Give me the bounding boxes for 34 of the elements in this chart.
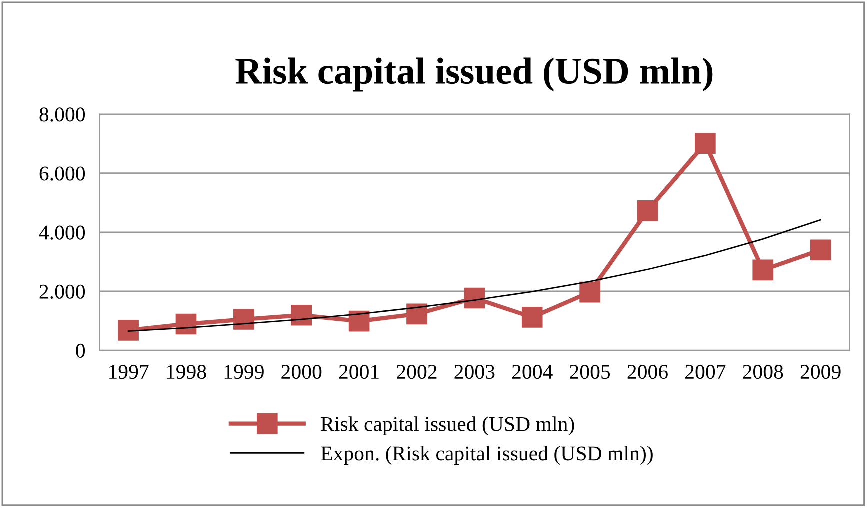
y-tick-label: 4.000 [39, 226, 86, 240]
y-tick-label: 6.000 [40, 166, 86, 181]
x-tick-label: 2000 [282, 365, 322, 380]
x-tick-label: 2001 [339, 365, 379, 380]
point [464, 288, 486, 309]
x-tick-label: 2008 [743, 365, 784, 380]
x-tick-label: 1998 [167, 365, 206, 380]
x-tick-label: 2007 [686, 365, 726, 380]
y-tick-label: 0 [76, 344, 86, 358]
x-tick-label: 2004 [512, 365, 553, 380]
point [580, 282, 600, 303]
x-tick-label: 2002 [397, 365, 437, 380]
y-tick-label: 2.000 [40, 284, 86, 299]
point [406, 304, 428, 325]
point [291, 304, 312, 326]
legend-label: Risk capital issued (USD mln) [321, 416, 574, 436]
x-tick-label: 1997 [110, 365, 149, 380]
point [176, 314, 197, 335]
x-tick-label: 1999 [224, 365, 264, 380]
legend-label: Expon. (Risk capital issued (USD mln)) [321, 446, 653, 465]
point [348, 310, 370, 332]
chart-title: Risk capital issued (USD mln) [236, 58, 713, 92]
x-tick-label: 2009 [800, 365, 841, 380]
point [695, 133, 716, 154]
y-tick-label: 8.000 [40, 108, 86, 122]
point [522, 307, 543, 328]
x-tick-label: 2005 [570, 365, 610, 380]
point [752, 260, 774, 281]
x-tick-label: 2003 [454, 365, 495, 380]
x-tick-label: 2006 [628, 365, 668, 380]
point [810, 240, 832, 261]
point [637, 200, 658, 222]
point [234, 309, 254, 330]
point [118, 320, 139, 341]
